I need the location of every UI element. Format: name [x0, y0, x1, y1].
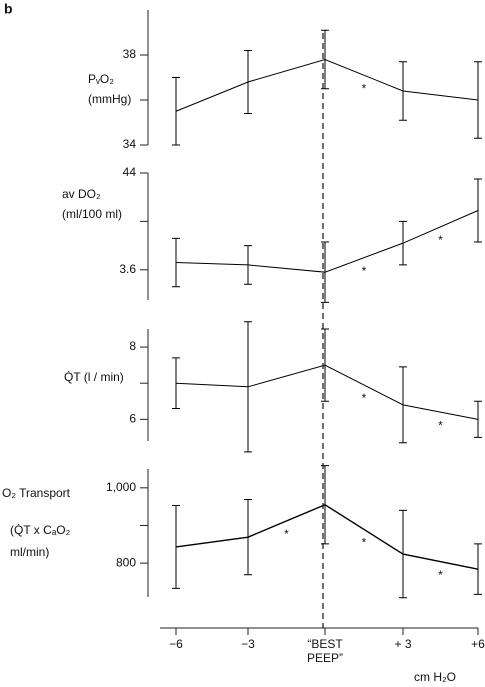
y-tick-label: 1,000 — [106, 480, 136, 494]
error-bar-line — [474, 178, 482, 243]
error-bar-line — [474, 543, 482, 595]
error-bar — [399, 61, 407, 121]
error-bar-line — [244, 321, 252, 453]
y-axis-label: Q̇T (l / min) — [64, 370, 124, 384]
error-bar — [321, 465, 329, 545]
error-bar-line — [172, 505, 180, 589]
error-bar — [321, 29, 329, 90]
y-tick-label: 800 — [116, 555, 136, 569]
data-line — [175, 210, 479, 273]
annotation: * — [362, 391, 367, 405]
error-bar — [172, 357, 180, 409]
y-axis-label: O₂ Transport — [2, 486, 71, 500]
error-bar-line — [244, 50, 252, 114]
x-tick-label: “BEST PEEP” — [307, 637, 343, 665]
y-tick-label: 3.6 — [119, 262, 136, 276]
error-bar-line — [172, 237, 180, 288]
x-tick-label: −3 — [241, 637, 255, 651]
y-axis-label: (Q̇T x CₐO₂ — [10, 523, 71, 537]
error-bar-line — [399, 366, 407, 444]
error-bar-line — [244, 498, 252, 576]
error-bar — [399, 220, 407, 266]
error-bar — [172, 505, 180, 589]
error-bar-line — [172, 357, 180, 409]
y-axis-label: (ml/100 ml) — [62, 207, 122, 221]
error-bar — [244, 245, 252, 285]
error-bar — [172, 77, 180, 146]
error-bar — [172, 237, 180, 288]
error-bar-line — [172, 77, 180, 146]
annotation: * — [362, 264, 367, 278]
data-line — [175, 503, 479, 570]
error-bar-line — [399, 509, 407, 599]
error-bar — [244, 321, 252, 453]
y-axis-label: ml/min) — [10, 545, 49, 559]
error-bar-line — [321, 328, 329, 402]
error-bar — [321, 241, 329, 303]
x-tick-label-line: PEEP” — [307, 651, 343, 665]
error-bar-line — [474, 400, 482, 438]
annotation: * — [284, 527, 289, 541]
error-bar — [321, 328, 329, 402]
y-axis-label: av DO₂ — [62, 187, 101, 201]
data-line — [175, 58, 479, 112]
data-line — [175, 364, 479, 420]
x-tick-label-line: “BEST — [307, 637, 343, 651]
error-bar-line — [399, 220, 407, 266]
error-bar — [474, 61, 482, 139]
annotation: * — [362, 81, 367, 95]
error-bar — [474, 178, 482, 243]
y-axis-label: PᵥO₂ — [88, 72, 114, 86]
y-tick-label: 38 — [123, 47, 137, 61]
error-bar-line — [321, 241, 329, 303]
error-bar — [399, 509, 407, 599]
error-bar — [474, 543, 482, 595]
annotation: * — [438, 418, 443, 432]
y-tick-label: 6 — [129, 411, 136, 425]
error-bar-line — [321, 29, 329, 90]
error-bar — [399, 366, 407, 444]
annotation: * — [438, 568, 443, 582]
error-bar-line — [399, 61, 407, 121]
x-axis-label: cm H₂O — [414, 670, 456, 684]
error-bar-line — [244, 245, 252, 285]
annotation: * — [438, 233, 443, 247]
y-tick-label: 44 — [123, 165, 137, 179]
panel-label: b — [4, 1, 13, 17]
error-bar — [244, 498, 252, 576]
error-bar-line — [321, 465, 329, 545]
x-tick-label: + 3 — [394, 637, 411, 651]
y-axis-label: (mmHg) — [88, 92, 131, 106]
annotation: * — [362, 536, 367, 550]
error-bar — [244, 50, 252, 114]
y-tick-label: 34 — [123, 137, 137, 151]
y-tick-label: 8 — [129, 339, 136, 353]
x-tick-label: +6 — [471, 637, 485, 651]
error-bar-line — [474, 61, 482, 139]
error-bar — [474, 400, 482, 438]
x-tick-label: −6 — [169, 637, 183, 651]
